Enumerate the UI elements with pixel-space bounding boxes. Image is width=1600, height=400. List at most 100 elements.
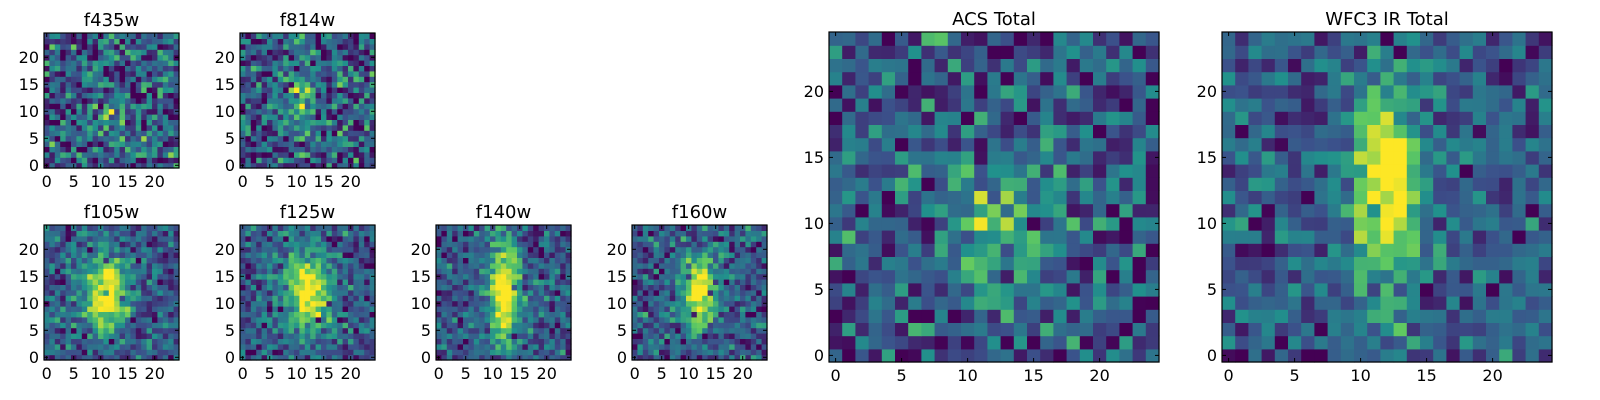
heatmap-cell	[686, 257, 692, 264]
heatmap-cell	[267, 157, 273, 164]
heatmap-cell	[315, 38, 322, 45]
heatmap-cell	[484, 289, 491, 296]
heatmap-cell	[1406, 282, 1421, 297]
heatmap-cell	[1472, 230, 1487, 244]
heatmap-cell	[1000, 203, 1015, 218]
heatmap-cell	[152, 65, 158, 72]
heatmap-cell	[1235, 150, 1249, 165]
heatmap-cell	[299, 33, 306, 39]
heatmap-cell	[119, 65, 126, 72]
heatmap-cell	[358, 130, 365, 137]
heatmap-cell	[696, 322, 703, 329]
heatmap-cell	[495, 235, 502, 242]
heatmap-cell	[452, 295, 459, 302]
heatmap-cell	[326, 295, 333, 302]
heatmap-cell	[146, 327, 153, 334]
heatmap-cell	[358, 81, 365, 88]
heatmap-cell	[54, 316, 61, 323]
heatmap-cell	[87, 92, 94, 99]
heatmap-cell	[283, 338, 290, 345]
heatmap-cell	[168, 38, 175, 45]
heatmap-cell	[146, 252, 153, 258]
heatmap-cell	[108, 60, 115, 66]
heatmap-cell	[1013, 98, 1028, 112]
heatmap-cell	[527, 300, 534, 307]
heatmap-cell	[881, 243, 896, 257]
heatmap-cell	[1288, 243, 1302, 257]
heatmap-cell	[855, 309, 870, 323]
heatmap-cell	[554, 327, 561, 334]
heatmap-cell	[1354, 296, 1368, 310]
heatmap-cell	[696, 262, 703, 269]
heatmap-cell	[261, 273, 268, 280]
heatmap-cell	[1486, 322, 1500, 337]
heatmap-cell	[250, 252, 257, 258]
heatmap-cell	[369, 97, 376, 104]
heatmap-cell	[881, 98, 896, 112]
heatmap-cell	[92, 316, 99, 323]
heatmap-cell	[256, 349, 263, 356]
heatmap-cell	[76, 279, 83, 285]
heatmap-cell	[1013, 58, 1028, 73]
heatmap-cell	[468, 225, 475, 231]
heatmap-cell	[76, 300, 83, 307]
heatmap-cell	[446, 338, 453, 345]
heatmap-cell	[283, 130, 290, 137]
heatmap-cell	[98, 60, 104, 66]
heatmap-cell	[855, 45, 870, 59]
heatmap-cell	[1472, 322, 1487, 337]
heatmap-cell	[369, 322, 376, 329]
heatmap-cell	[342, 300, 349, 307]
heatmap-cell	[1066, 243, 1081, 257]
heatmap-cell	[54, 289, 61, 296]
heatmap-cell	[168, 354, 175, 361]
heatmap-cell	[1093, 111, 1107, 125]
heatmap-cell	[119, 108, 126, 115]
heatmap-cell	[261, 252, 268, 258]
heatmap-cell	[637, 311, 644, 318]
heatmap-cell	[272, 333, 279, 339]
heatmap-cell	[479, 343, 486, 350]
heatmap-cell	[1525, 190, 1540, 205]
heatmap-cell	[173, 311, 180, 318]
heatmap-cell	[283, 49, 290, 56]
heatmap-cell	[436, 306, 442, 312]
heatmap-cell	[691, 295, 698, 302]
heatmap-cell	[168, 284, 175, 291]
heatmap-cell	[103, 279, 110, 285]
heatmap-cell	[294, 327, 300, 334]
x-tick-label: 10	[91, 172, 111, 191]
heatmap-cell	[245, 246, 252, 253]
heatmap-cell	[560, 246, 567, 253]
heatmap-cell	[87, 146, 94, 153]
heatmap-cell	[152, 54, 158, 61]
heatmap-cell	[103, 119, 110, 126]
heatmap-cell	[1079, 322, 1094, 337]
heatmap-cell	[240, 322, 246, 329]
heatmap-cell	[441, 300, 448, 307]
heatmap-cell	[130, 327, 137, 334]
heatmap-cell	[1380, 335, 1395, 350]
panel-title: ACS Total	[952, 9, 1036, 30]
heatmap-cell	[130, 241, 137, 248]
heatmap-cell	[125, 316, 131, 323]
heatmap-cell	[1314, 177, 1329, 191]
heatmap-cell	[934, 32, 949, 46]
heatmap-cell	[152, 43, 158, 50]
heatmap-cell	[337, 49, 344, 56]
heatmap-cell	[1314, 216, 1329, 231]
heatmap-cell	[1053, 322, 1068, 337]
heatmap-cell	[761, 322, 768, 329]
heatmap-cell	[146, 130, 153, 137]
heatmap-cell	[921, 230, 936, 244]
panel-title: f105w	[84, 202, 139, 223]
heatmap-cell	[675, 289, 682, 296]
heatmap-cell	[696, 327, 703, 334]
heatmap-cell	[868, 150, 883, 165]
heatmap-cell	[108, 333, 115, 339]
heatmap-cell	[288, 33, 295, 39]
heatmap-cell	[168, 92, 175, 99]
heatmap-cell	[146, 97, 153, 104]
heatmap-cell	[130, 316, 137, 323]
